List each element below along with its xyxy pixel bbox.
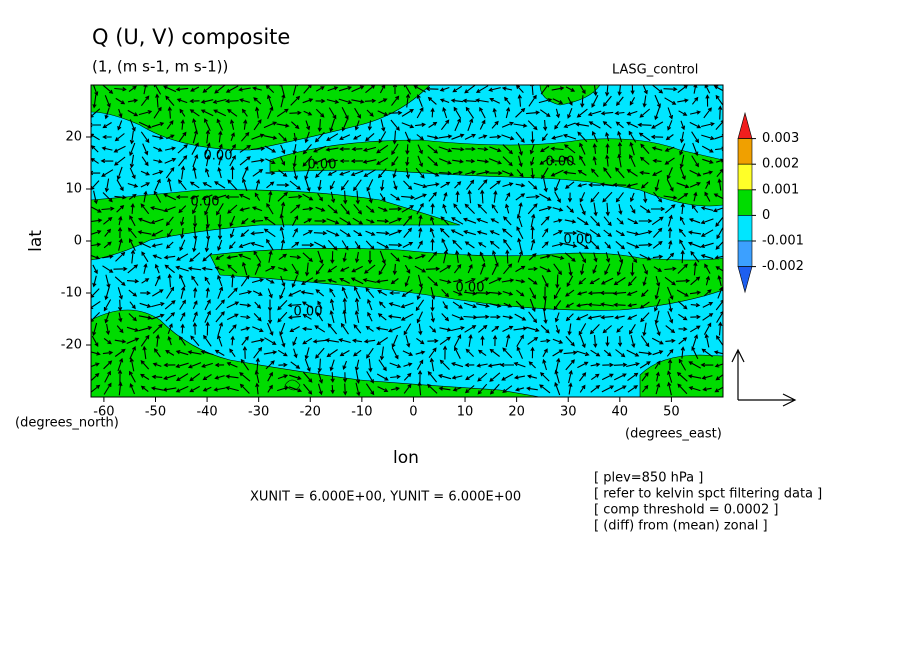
x-tick-label: -50 (145, 405, 166, 420)
contour-label: 0.00 (456, 281, 485, 296)
contour-label: 0.00 (294, 305, 323, 320)
x-tick-label: -30 (248, 405, 269, 420)
y-axis-label: lat (26, 230, 46, 252)
note: [ comp threshold = 0.0002 ] (594, 503, 778, 518)
colorbar-swatch (737, 215, 753, 242)
note: [ plev=850 hPa ] (594, 471, 703, 486)
y-tick-label: -20 (61, 338, 82, 353)
chart-title: Q (U, V) composite (92, 25, 290, 49)
colorbar-label: 0.003 (762, 131, 799, 146)
colorbar-label: 0.002 (762, 157, 799, 172)
colorbar-swatch (737, 240, 753, 267)
y-tick-label: 20 (65, 130, 82, 145)
x-tick-label: 30 (560, 405, 577, 420)
colorbar-label: -0.001 (762, 234, 804, 249)
contour-label: 0.00 (308, 158, 337, 173)
chart-subtitle: (1, (m s-1, m s-1)) (92, 58, 228, 76)
field-region (269, 138, 723, 207)
x-tick-label: 20 (508, 405, 525, 420)
field-region (91, 309, 541, 397)
reference-vector (731, 348, 797, 407)
colorbar-swatch (737, 138, 753, 165)
y-unit-label: (degrees_north) (15, 416, 119, 431)
colorbar-swatch (737, 111, 753, 139)
colorbar-label: -0.002 (762, 259, 804, 274)
x-tick-label: -10 (351, 405, 372, 420)
field-regions (91, 85, 723, 397)
x-tick-label: -60 (93, 405, 114, 420)
x-unit-label: (degrees_east) (625, 427, 722, 442)
colorbar-label: 0 (762, 208, 770, 223)
colorbar-swatch (737, 266, 753, 294)
x-axis-label: lon (393, 448, 419, 468)
x-tick-label: -40 (196, 405, 217, 420)
y-tick-label: 0 (74, 234, 82, 249)
vector-scale-note: XUNIT = 6.000E+00, YUNIT = 6.000E+00 (250, 490, 521, 505)
field-region (209, 248, 723, 311)
x-tick-label: -20 (300, 405, 321, 420)
contour-label: 0.00 (204, 149, 233, 164)
x-tick-label: 50 (663, 405, 680, 420)
contour-label: 0.00 (564, 233, 593, 248)
wind-vectors (91, 85, 723, 397)
note: [ (diff) from (mean) zonal ] (594, 519, 768, 534)
y-tick-label: -10 (61, 286, 82, 301)
run-label: LASG_control (612, 63, 698, 78)
x-tick-label: 10 (457, 405, 474, 420)
x-tick-label: 40 (612, 405, 629, 420)
colorbar-swatch (737, 189, 753, 216)
plot-area: 0.00 0.00 0.00 0.00 0.00 0.00 0.00 (91, 85, 723, 397)
contour-label: 0.00 (191, 195, 220, 210)
note: [ refer to kelvin spct filtering data ] (594, 487, 822, 502)
colorbar-swatch (737, 163, 753, 191)
contour-label: 0.00 (546, 155, 575, 170)
field-region (284, 379, 301, 391)
y-tick-label: 10 (65, 182, 82, 197)
x-tick-label: 0 (409, 405, 417, 420)
colorbar-label: 0.001 (762, 182, 799, 197)
